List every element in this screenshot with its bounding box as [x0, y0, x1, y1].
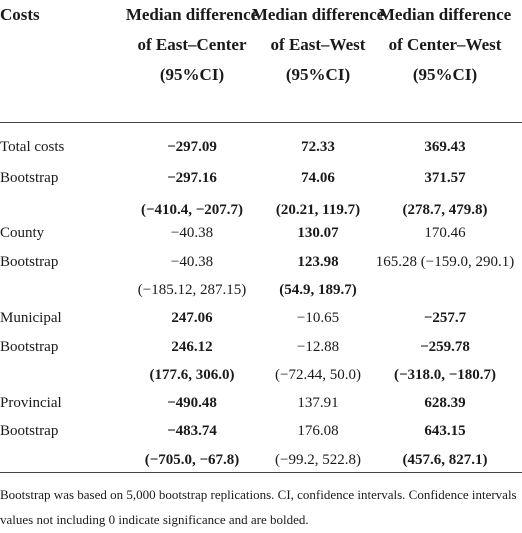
cell: −12.88 — [296, 339, 340, 355]
row-label: Bootstrap — [0, 254, 59, 270]
footnote: Bootstrap was based on 5,000 bootstrap r… — [0, 487, 517, 527]
cell: 371.57 — [424, 170, 466, 186]
header-cell: Median difference of Center–West (95%CI) — [378, 5, 512, 84]
bottom-rule — [0, 472, 522, 473]
header-cell: Costs — [0, 5, 40, 24]
cell: (−185.12, 287.15) — [137, 282, 247, 298]
cell: 628.39 — [424, 395, 466, 411]
row-label: Bootstrap — [0, 339, 59, 355]
cell: (177.6, 306.0) — [149, 367, 235, 383]
cell: 130.07 — [297, 225, 339, 241]
header-cell: Median difference of East–West (95%CI) — [251, 5, 385, 84]
cell: 246.12 — [171, 339, 213, 355]
row-label: County — [0, 225, 45, 241]
cell: (20.21, 119.7) — [275, 202, 361, 218]
cell: (−705.0, −67.8) — [144, 452, 240, 468]
row-label: Bootstrap — [0, 423, 59, 439]
cell: −483.74 — [167, 423, 217, 439]
row-label: Total costs — [0, 139, 65, 155]
row-label: Bootstrap — [0, 170, 59, 186]
cell: (−318.0, −180.7) — [393, 367, 497, 383]
cell: 165.28 (−159.0, 290.1) — [375, 254, 515, 270]
cell: 137.91 — [297, 395, 339, 411]
header-rule — [0, 122, 522, 123]
cell: (278.7, 479.8) — [402, 202, 488, 218]
cell: −257.7 — [423, 310, 467, 326]
cell: −10.65 — [296, 310, 340, 326]
cell: −40.38 — [170, 225, 214, 241]
cell: −297.09 — [167, 139, 217, 155]
row-label: Municipal — [0, 310, 62, 326]
cell: −259.78 — [420, 339, 470, 355]
cell: (54.9, 189.7) — [279, 282, 357, 298]
cell: (−72.44, 50.0) — [275, 367, 361, 383]
cell: −40.38 — [170, 254, 214, 270]
cell: (−410.4, −207.7) — [140, 202, 244, 218]
cell: (457.6, 827.1) — [402, 452, 488, 468]
cell: 170.46 — [424, 225, 466, 241]
cell: −490.48 — [167, 395, 217, 411]
cell: 369.43 — [424, 139, 466, 155]
header-cell: Median difference of East–Center (95%CI) — [125, 5, 259, 84]
cell: 74.06 — [301, 170, 335, 186]
cell: −297.16 — [167, 170, 217, 186]
cell: (−99.2, 522.8) — [275, 452, 361, 468]
cell: 643.15 — [424, 423, 466, 439]
cell: 247.06 — [171, 310, 213, 326]
row-label: Provincial — [0, 395, 62, 411]
cell: 123.98 — [297, 254, 339, 270]
cell: 176.08 — [297, 423, 339, 439]
cell: 72.33 — [301, 139, 335, 155]
